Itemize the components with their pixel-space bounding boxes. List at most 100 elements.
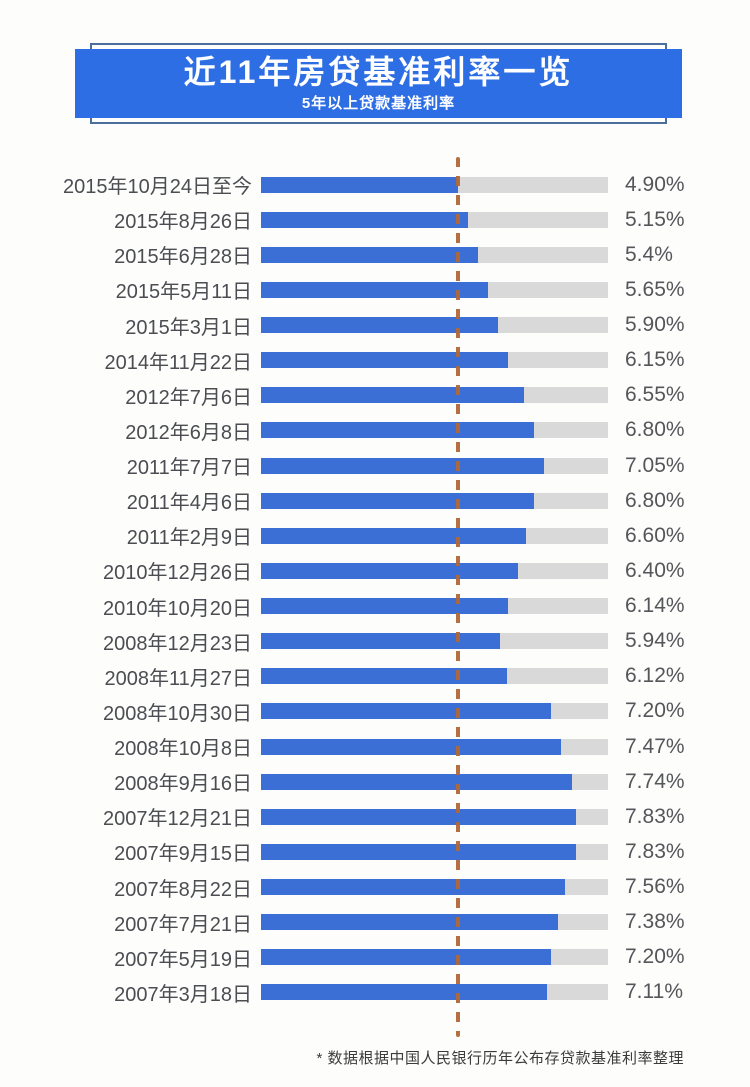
row-rate-value: 7.05%: [625, 453, 685, 477]
row-rate-value: 6.60%: [625, 523, 685, 547]
row-bar-track: [261, 984, 608, 1001]
row-date-label: 2015年6月28日: [114, 246, 252, 269]
row-date-label: 2008年9月16日: [114, 773, 252, 796]
chart-row: 2015年3月1日 5.90%: [0, 308, 750, 343]
row-rate-value: 5.15%: [625, 207, 685, 231]
chart-row: 2007年12月21日 7.83%: [0, 799, 750, 834]
row-date-label: 2014年11月22日: [104, 351, 253, 374]
row-rate-value: 6.55%: [625, 383, 685, 407]
row-rate-value: 6.80%: [625, 418, 685, 442]
row-bar-track: [261, 281, 608, 298]
chart-row: 2008年10月8日 7.47%: [0, 729, 750, 764]
row-date-label: 2011年4月6日: [126, 492, 252, 515]
row-bar: [261, 668, 508, 685]
row-bar: [261, 352, 509, 369]
row-bar-track: [261, 492, 608, 509]
row-bar: [261, 492, 535, 509]
row-date-label: 2011年2月9日: [126, 527, 252, 550]
row-rate-value: 7.74%: [625, 769, 685, 793]
row-bar: [261, 387, 525, 404]
row-rate-value: 7.20%: [625, 945, 685, 969]
chart-row: 2011年2月9日 6.60%: [0, 518, 750, 553]
row-rate-value: 7.56%: [625, 875, 685, 899]
chart-row: 2007年9月15日 7.83%: [0, 834, 750, 869]
chart-row: 2007年7月21日 7.38%: [0, 905, 750, 940]
row-date-label: 2007年7月21日: [114, 913, 252, 936]
chart-row: 2007年3月18日 7.11%: [0, 975, 750, 1010]
row-bar-track: [261, 352, 608, 369]
chart-row: 2015年6月28日 5.4%: [0, 237, 750, 272]
row-bar: [261, 914, 558, 931]
row-date-label: 2007年9月15日: [114, 843, 252, 866]
row-date-label: 2011年7月7日: [126, 457, 252, 480]
row-bar-track: [261, 773, 608, 790]
row-date-label: 2007年5月19日: [114, 948, 252, 971]
row-rate-value: 6.15%: [625, 348, 685, 372]
row-bar: [261, 808, 576, 825]
row-date-label: 2008年10月8日: [114, 738, 252, 761]
row-bar-track: [261, 598, 608, 615]
chart-rows: 2015年10月24日至今 4.90% 2015年8月26日 5.15% 2015年6月…: [0, 167, 750, 1010]
chart-row: 2008年10月30日 7.20%: [0, 694, 750, 729]
row-bar-track: [261, 668, 608, 685]
row-rate-value: 7.38%: [625, 910, 685, 934]
row-bar: [261, 457, 545, 474]
row-date-label: 2015年10月24日至今: [63, 176, 252, 199]
row-bar-track: [261, 914, 608, 931]
chart-row: 2015年10月24日至今 4.90%: [0, 167, 750, 202]
row-bar: [261, 738, 562, 755]
row-bar: [261, 422, 535, 439]
row-bar-track: [261, 176, 608, 193]
row-date-label: 2007年12月21日: [103, 808, 252, 831]
row-date-label: 2012年7月6日: [125, 386, 252, 409]
row-bar-track: [261, 246, 608, 263]
chart-row: 2014年11月22日 6.15%: [0, 343, 750, 378]
row-rate-value: 6.40%: [625, 558, 685, 582]
row-rate-value: 4.90%: [625, 172, 685, 196]
row-date-label: 2008年12月23日: [103, 632, 252, 655]
row-bar: [261, 211, 469, 228]
row-bar-track: [261, 843, 608, 860]
row-bar: [261, 949, 551, 966]
chart-row: 2007年5月19日 7.20%: [0, 940, 750, 975]
row-bar: [261, 562, 519, 579]
chart-row: 2012年7月6日 6.55%: [0, 378, 750, 413]
current-rate-marker-line: [456, 157, 460, 1037]
row-rate-value: 7.47%: [625, 734, 685, 758]
row-bar-track: [261, 738, 608, 755]
chart-row: 2008年9月16日 7.74%: [0, 764, 750, 799]
row-rate-value: 6.80%: [625, 488, 685, 512]
chart-row: 2011年4月6日 6.80%: [0, 483, 750, 518]
chart-row: 2011年7月7日 7.05%: [0, 448, 750, 483]
row-rate-value: 7.83%: [625, 839, 685, 863]
row-date-label: 2007年3月18日: [114, 983, 252, 1006]
row-rate-value: 6.12%: [625, 664, 685, 688]
row-bar: [261, 598, 508, 615]
chart-row: 2010年12月26日 6.40%: [0, 553, 750, 588]
row-bar-track: [261, 457, 608, 474]
row-bar-track: [261, 879, 608, 896]
row-rate-value: 7.11%: [625, 980, 683, 1004]
row-bar-track: [261, 562, 608, 579]
row-date-label: 2015年3月1日: [125, 316, 252, 339]
chart-row: 2010年10月20日 6.14%: [0, 589, 750, 624]
row-rate-value: 5.94%: [625, 629, 685, 653]
row-date-label: 2010年12月26日: [103, 562, 252, 585]
row-rate-value: 6.14%: [625, 594, 685, 618]
row-rate-value: 5.90%: [625, 313, 685, 337]
row-date-label: 2012年6月8日: [125, 421, 252, 444]
row-bar: [261, 984, 547, 1001]
row-rate-value: 5.65%: [625, 277, 685, 301]
row-bar: [261, 703, 551, 720]
row-date-label: 2015年5月11日: [115, 281, 252, 304]
row-bar-track: [261, 211, 608, 228]
row-bar-track: [261, 527, 608, 544]
data-source-note: * 数据根据中国人民银行历年公布存贷款基准利率整理: [316, 1050, 684, 1067]
row-bar: [261, 246, 479, 263]
page-title: 近11年房贷基准利率一览: [183, 54, 574, 91]
chart-row: 2008年11月27日 6.12%: [0, 659, 750, 694]
row-bar: [261, 879, 565, 896]
header-box: 近11年房贷基准利率一览 5年以上贷款基准利率: [75, 49, 682, 118]
row-bar-track: [261, 387, 608, 404]
